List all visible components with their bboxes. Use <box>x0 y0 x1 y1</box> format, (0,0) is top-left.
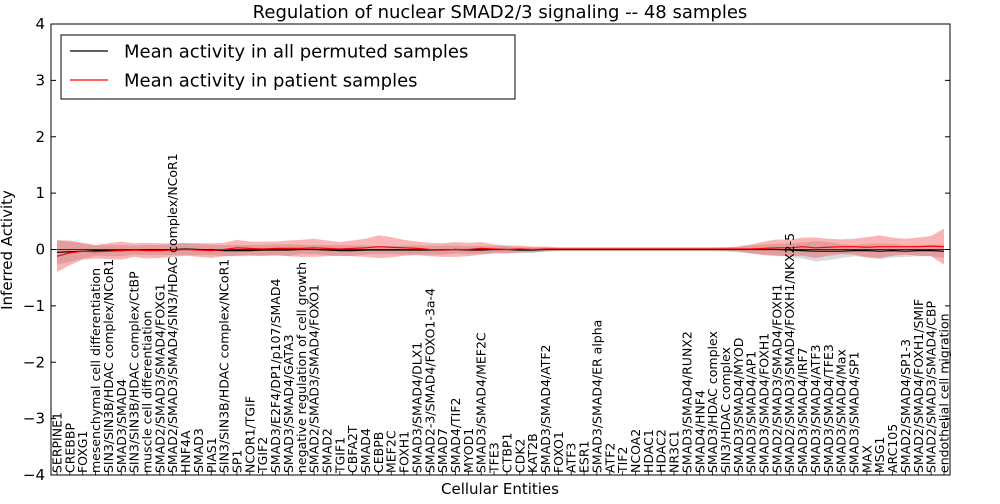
x-tick-label: CREBBP <box>62 423 77 473</box>
band-series-0 <box>57 239 944 265</box>
y-tick-label: 1 <box>35 184 45 202</box>
legend-label-permuted: Mean activity in all permuted samples <box>124 42 468 63</box>
legend-box <box>60 34 516 100</box>
x-tick-label: SMAD3/SMAD4/GATA3 <box>281 334 296 473</box>
y-tick-label: 3 <box>35 71 45 89</box>
x-tick-label: SMAD3/SMAD4/ER alpha <box>589 320 604 473</box>
x-tick-label: SMAD3/E2F4/DP1/p107/SMAD4 <box>268 279 283 473</box>
x-tick-label: PIAS1 <box>204 437 219 473</box>
x-tick-label: SMAD3/SMAD4/MYOD <box>731 338 746 473</box>
x-tick-label: SMAD3/SMAD4/RUNX2 <box>679 331 694 473</box>
chart-title: Regulation of nuclear SMAD2/3 signaling … <box>253 2 748 23</box>
x-tick-label: SMAD2/SMAD3/SMAD4/FOXH1/NKX2-5 <box>782 233 797 473</box>
y-tick-label: −1 <box>23 297 45 315</box>
x-tick-label: SMAD2 <box>319 428 334 473</box>
x-tick-label: SMAD3 <box>191 428 206 473</box>
line-series-1 <box>56 245 945 257</box>
x-tick-label: SERPINE1 <box>50 412 65 473</box>
x-tick-label: SMAD3/HDAC complex <box>705 331 720 473</box>
y-tick-label: −4 <box>23 466 45 484</box>
y-tick-label: 4 <box>35 15 45 33</box>
x-tick-label: SIN3/HDAC complex <box>718 347 733 473</box>
x-tick-label: SMAD2-3/SMAD4/FOXO1-3a-4 <box>422 288 437 473</box>
x-tick-label: SMAD2/SMAD4/FOXH1/SMIF <box>911 299 926 473</box>
x-tick-label: MSG1 <box>872 437 887 473</box>
x-tick-label: HNF4A <box>178 430 193 473</box>
x-tick-label: SMAD3/SMAD4 <box>114 379 129 473</box>
axis-ticks: 4 3 2 1 0 −1 −2 −3 −4 <box>23 15 950 484</box>
x-tick-label: SMAD3/SMAD4/FOXH1 <box>757 333 772 473</box>
x-tick-label: MEF2C <box>384 430 399 473</box>
x-tick-label: TFE3 <box>487 442 502 474</box>
x-tick-label: CTBP1 <box>499 433 514 473</box>
legend-label-patient: Mean activity in patient samples <box>124 71 418 92</box>
x-tick-label: SMAD3/SMAD4/ATF3 <box>808 345 823 473</box>
x-tick-label: SMAD4/TIF2 <box>448 397 463 473</box>
x-tick-label: NCOA2 <box>628 429 643 473</box>
x-tick-label: SMAD2/SMAD3/SMAD4/CBP <box>924 301 939 473</box>
x-tick-label: TIF2 <box>615 447 630 474</box>
x-tick-label: FOXO1 <box>551 431 566 473</box>
x-tick-label: SMAD4 <box>358 428 373 473</box>
x-tick-label: SMAD3/SMAD4/ATF2 <box>538 345 553 473</box>
x-tick-label: SMAD3/SMAD4/TFE3 <box>821 344 836 473</box>
plot-frame <box>50 23 951 476</box>
x-tick-label: HDAC2 <box>654 429 669 473</box>
x-tick-label: SMAD7 <box>435 428 450 473</box>
x-tick-label: FOXH1 <box>397 431 412 473</box>
x-tick-label: NCOR1/TGIF <box>242 396 257 473</box>
x-tick-label: negative regulation of cell growth <box>294 262 309 473</box>
x-tick-label: endothelial cell migration <box>937 313 952 473</box>
x-tick-label: MAX <box>859 445 874 473</box>
x-tick-label: SMAD3/SMAD4/MEF2C <box>474 332 489 473</box>
x-tick-label: SMAD4/HNF4 <box>692 390 707 473</box>
x-tick-label: SMAD3/SMAD4/Max <box>834 349 849 473</box>
x-tick-label: HDAC1 <box>641 429 656 473</box>
x-tick-label: SIN3/SIN3B/HDAC complex/CtBP <box>127 271 142 473</box>
x-tick-label: NR3C1 <box>667 430 682 473</box>
x-tick-label: muscle cell differentiation <box>139 311 154 473</box>
x-tick-label: SMAD2/SMAD4/SP1-3 <box>898 339 913 473</box>
x-tick-label: TGIF1 <box>332 437 347 474</box>
x-tick-label: ATF3 <box>564 443 579 473</box>
x-tick-label: SMAD2/SMAD3/SMAD4/FOXO1 <box>307 284 322 473</box>
x-tick-label: SIN3/SIN3B/HDAC complex/NCoR1 <box>101 259 116 473</box>
x-tick-label: CEBPB <box>371 432 386 473</box>
x-tick-label: SMAD3/SMAD4/IRF7 <box>795 347 810 473</box>
x-tick-label: SMAD3/SMAD4/SP1 <box>847 351 862 473</box>
x-tick-label: MYOD1 <box>461 428 476 473</box>
x-tick-label: SP1 <box>229 450 244 473</box>
y-tick-label: 0 <box>35 241 45 259</box>
y-tick-label: 2 <box>35 128 45 146</box>
x-tick-label: KAT2B <box>525 433 540 473</box>
x-tick-label: mesenchymal cell differentiation <box>88 268 103 473</box>
y-axis-label: Inferred Activity <box>0 190 16 310</box>
x-tick-label: ESR1 <box>577 441 592 473</box>
x-tick-label: SMAD3/SMAD4/DLX1 <box>409 342 424 473</box>
x-tick-label: CDK2 <box>512 438 527 473</box>
x-tick-label: SMAD3/SMAD4/AP1 <box>744 351 759 473</box>
x-tick-label: ARC105 <box>885 424 900 473</box>
x-tick-label: SMAD2/SMAD3/SMAD4/SIN3/HDAC complex/NCoR… <box>165 153 180 473</box>
x-tick-label: SIN3/SIN3B/HDAC complex/NCoR1 <box>217 259 232 473</box>
band-series-1 <box>57 228 944 273</box>
x-tick-label: SMAD2/SMAD3/SMAD4/FOXH1 <box>769 284 784 473</box>
y-tick-label: −3 <box>23 410 45 428</box>
series-lines <box>51 245 950 257</box>
x-axis-label: Cellular Entities <box>441 480 559 498</box>
y-tick-label: −2 <box>23 353 45 371</box>
x-tick-label: ATF2 <box>602 443 617 473</box>
x-tick-label: TGIF2 <box>255 437 270 474</box>
x-tick-label: FOXG1 <box>75 431 90 473</box>
x-tick-label: CBFA2T <box>345 425 360 473</box>
confidence-bands <box>57 228 944 273</box>
legend: Mean activity in all permuted samples Me… <box>60 34 516 100</box>
x-tick-label: SMAD2/SMAD3/SMAD4/FOXG1 <box>152 283 167 473</box>
